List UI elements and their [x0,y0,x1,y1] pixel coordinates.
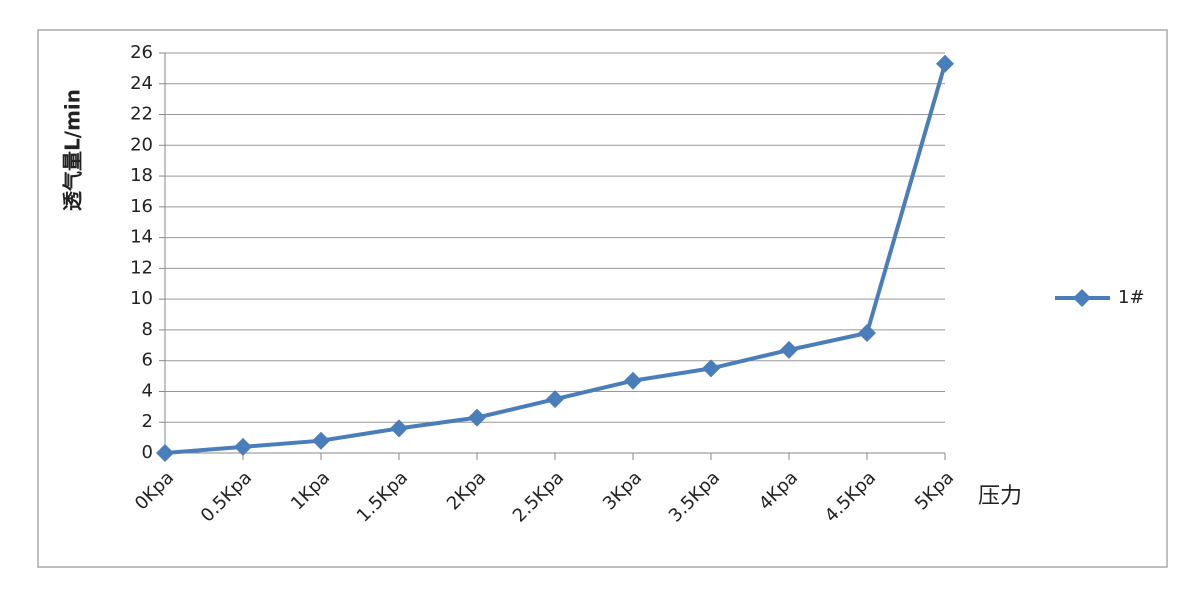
marker [546,390,564,409]
y-tick-label: 12 [130,257,153,278]
y-tick-label: 4 [142,380,153,401]
marker [156,444,174,462]
marker [780,340,798,359]
y-tick-label: 0 [142,442,153,463]
y-tick-label: 22 [130,104,153,125]
y-tick-label: 2 [142,411,153,432]
marker [936,54,954,73]
y-tick-label: 8 [142,319,153,340]
marker [858,324,876,342]
y-axis-label: 透气量L/min [61,89,85,211]
y-tick-label: 14 [130,227,153,248]
marker [312,431,330,450]
y-tick-label: 6 [142,350,153,371]
marker [234,437,252,456]
y-tick-label: 24 [130,73,153,94]
chart-frame [37,29,1168,568]
marker [702,359,720,378]
y-tick-label: 16 [130,196,153,217]
y-tick-label: 18 [130,165,153,186]
y-tick-label: 20 [130,134,153,155]
marker [468,408,486,427]
y-tick-label: 26 [130,42,153,63]
marker [390,419,408,438]
legend-marker [1073,289,1091,307]
y-tick-label: 10 [130,288,153,309]
marker [624,371,642,390]
x-axis-label: 压力 [978,484,1022,509]
legend-label: 1# [1118,287,1145,308]
